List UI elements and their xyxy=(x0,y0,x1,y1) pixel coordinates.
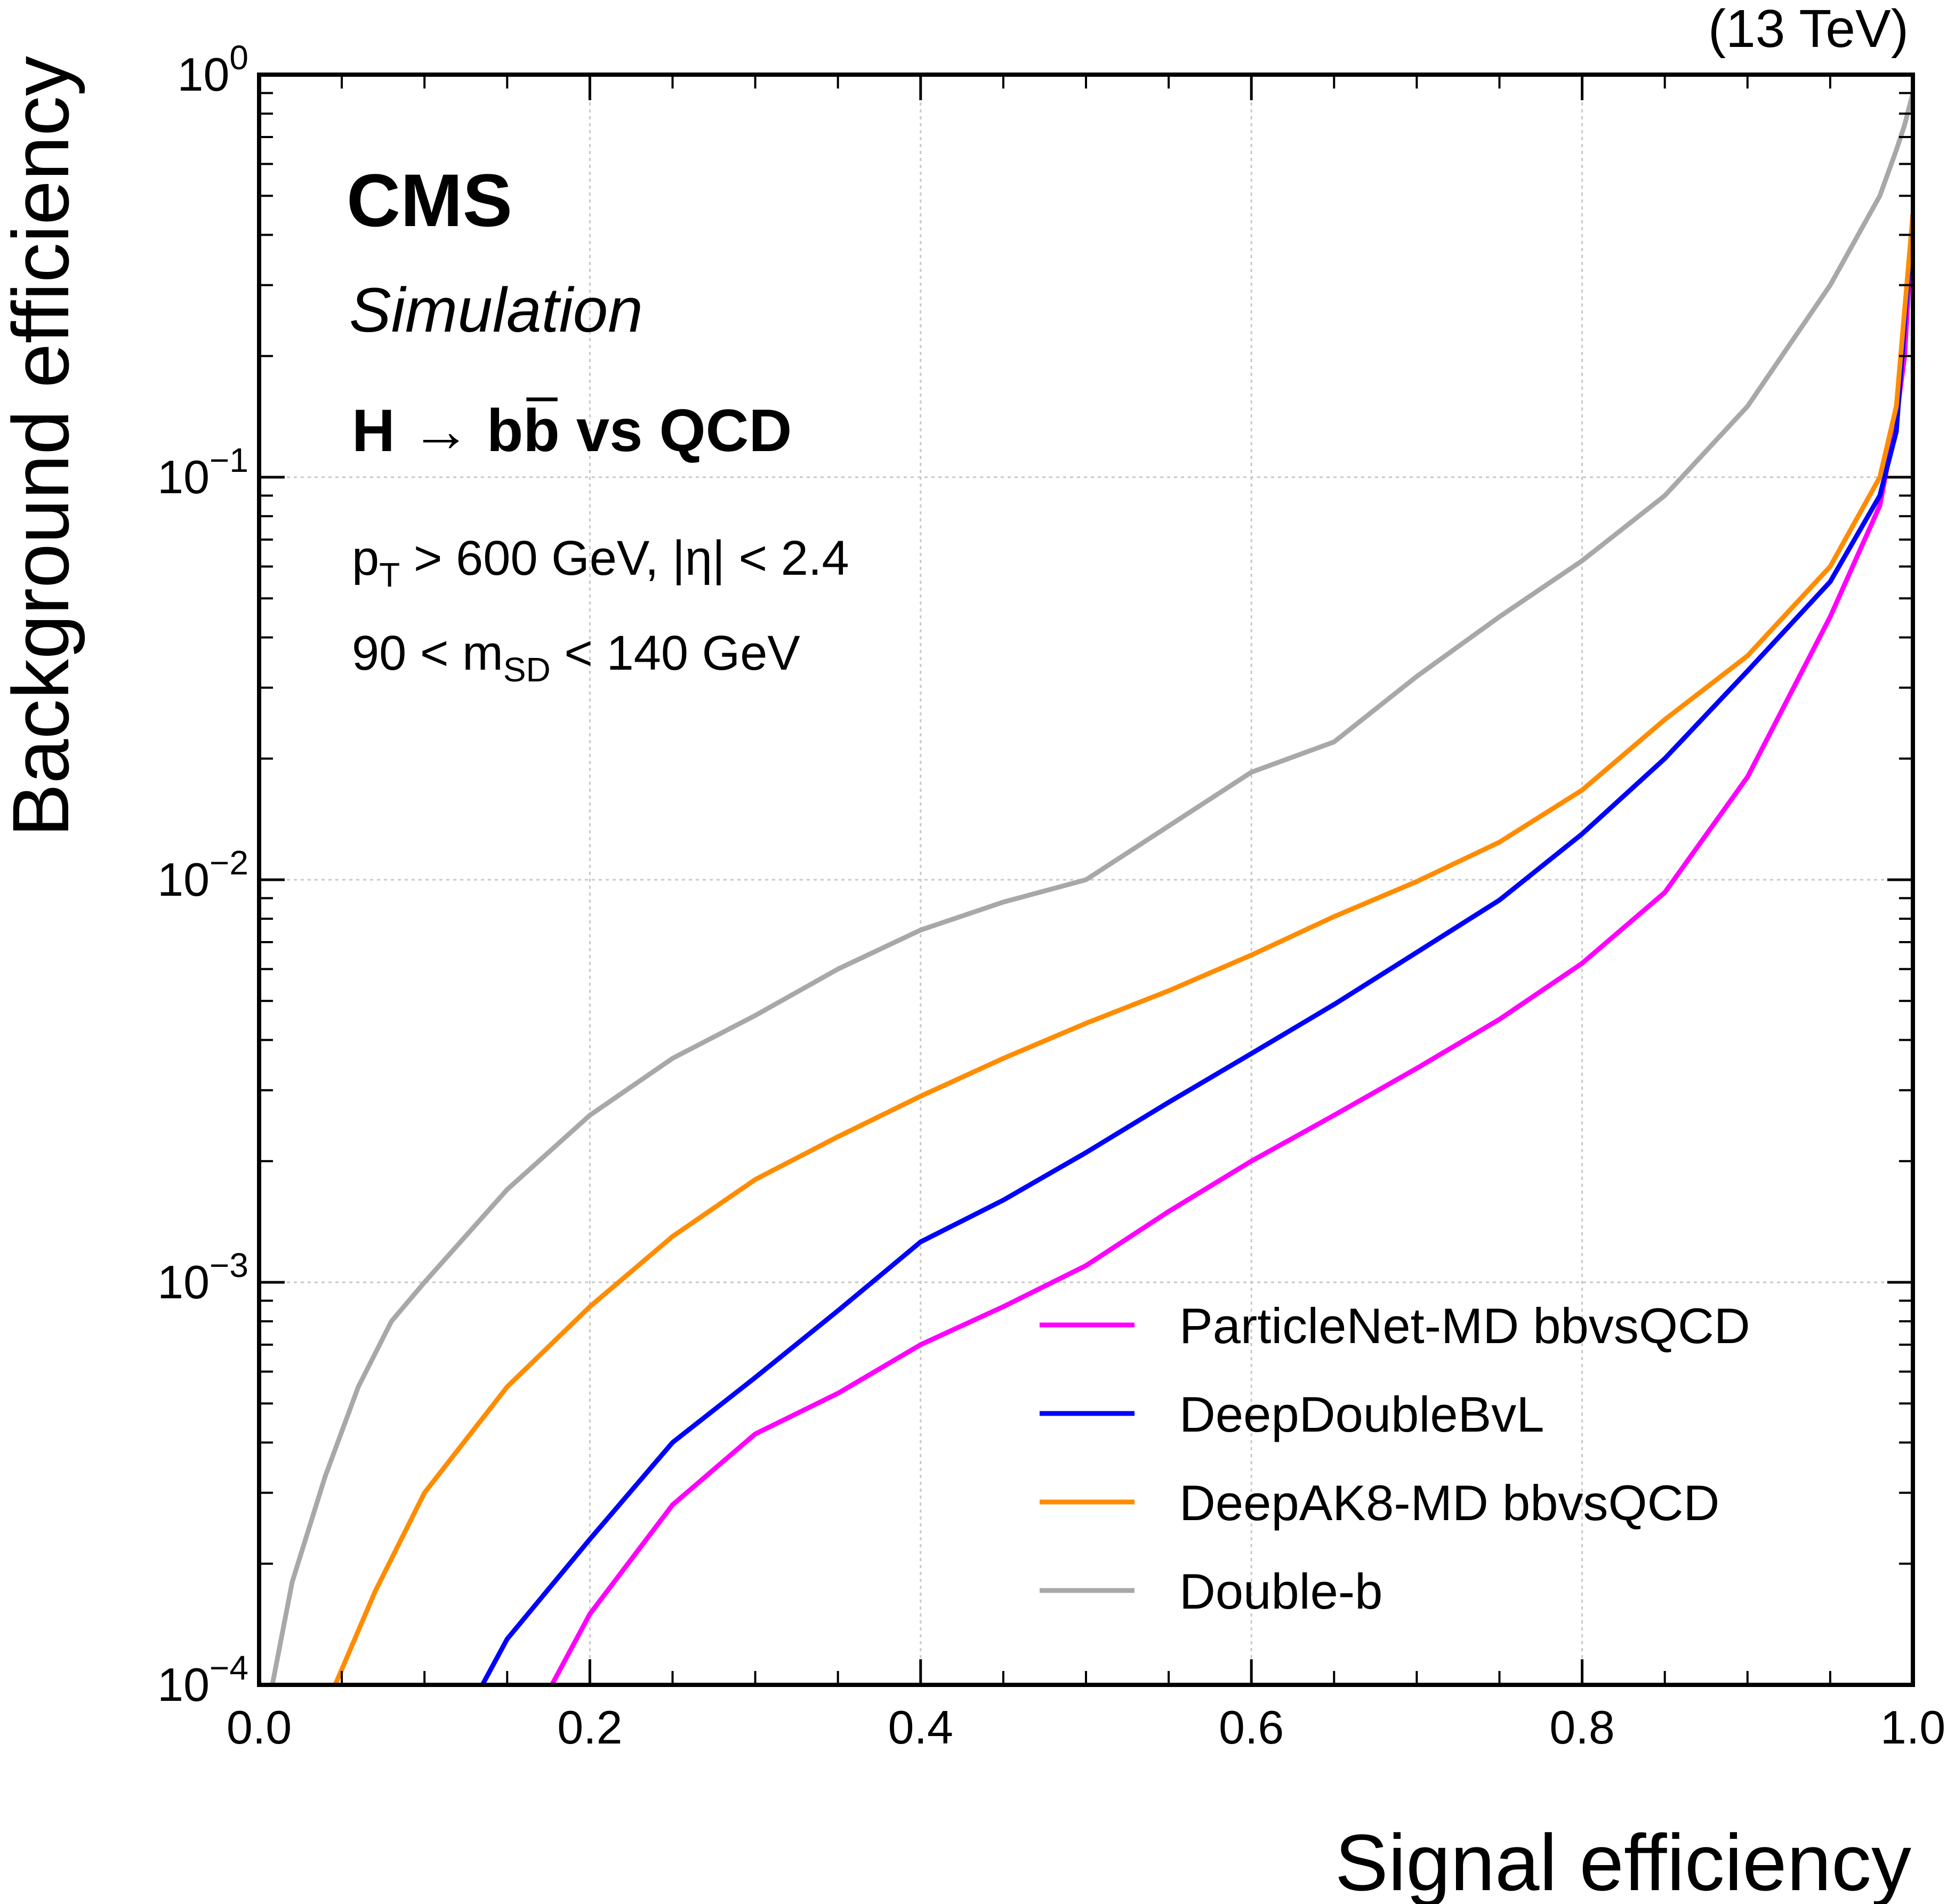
process-arrow: → xyxy=(411,397,471,464)
cut-msd-post: < 140 GeV xyxy=(551,626,800,680)
y-tick-label: 10−3 xyxy=(157,1246,248,1308)
plot-frame xyxy=(257,73,1915,1687)
experiment-label: CMS xyxy=(347,158,512,242)
y-tick-exponent: −3 xyxy=(210,1246,248,1284)
y-tick-base: 10 xyxy=(178,48,230,101)
x-tick-label: 1.0 xyxy=(1880,1701,1945,1754)
x-tick-label: 0.0 xyxy=(227,1701,292,1754)
energy-label: (13 TeV) xyxy=(1708,0,1909,59)
cut-msd-sub: SD xyxy=(503,650,551,689)
cut-line-2: 90 < mSD < 140 GeV xyxy=(352,626,800,689)
y-tick-exponent: −1 xyxy=(210,441,248,479)
y-tick-base: 10 xyxy=(157,451,210,503)
legend-label: DeepDoubleBvL xyxy=(1179,1386,1544,1442)
cut-pt: p xyxy=(352,531,379,585)
y-tick-exponent: −2 xyxy=(210,843,248,882)
y-tick-exponent: −4 xyxy=(210,1649,248,1687)
series-lines xyxy=(270,92,1913,1685)
y-tick-label: 100 xyxy=(178,38,248,101)
legend-label: ParticleNet-MD bbvsQCD xyxy=(1179,1298,1750,1354)
cut-pt-text: > 600 GeV, |η| < 2.4 xyxy=(400,531,849,585)
process-b: b xyxy=(487,397,523,464)
process-rest: vs QCD xyxy=(560,397,792,464)
y-tick-base: 10 xyxy=(157,853,210,906)
process-bbar: b xyxy=(523,397,559,464)
x-tick-label: 0.6 xyxy=(1219,1701,1284,1754)
y-tick-label: 10−2 xyxy=(157,843,248,906)
cut-pt-sub: T xyxy=(379,556,400,594)
series-line-1 xyxy=(480,214,1913,1685)
legend: ParticleNet-MD bbvsQCD DeepDoubleBvL DeepA… xyxy=(1040,1298,1750,1619)
y-tick-exponent: 0 xyxy=(229,38,248,77)
y-tick-label: 10−4 xyxy=(157,1649,248,1711)
x-tick-label: 0.4 xyxy=(888,1701,953,1754)
x-axis-title: Signal efficiency xyxy=(1335,1818,1911,1904)
series-line-2 xyxy=(333,214,1913,1685)
y-axis-title: Background efficiency xyxy=(0,56,85,837)
y-tick-base: 10 xyxy=(157,1256,210,1308)
x-tick-label: 0.2 xyxy=(557,1701,622,1754)
cut-msd-pre: 90 < m xyxy=(352,626,503,680)
legend-label: Double-b xyxy=(1179,1563,1382,1619)
legend-label: DeepAK8-MD bbvsQCD xyxy=(1179,1475,1719,1531)
y-tick-label: 10−1 xyxy=(157,441,248,503)
series-line-3 xyxy=(270,92,1913,1685)
y-tick-base: 10 xyxy=(157,1658,210,1711)
process-higgs: H xyxy=(352,397,395,464)
series-line-0 xyxy=(550,214,1913,1685)
process-label: H → bb vs QCD xyxy=(352,397,792,464)
x-tick-label: 0.8 xyxy=(1549,1701,1614,1754)
axis-ticks xyxy=(258,73,1914,1686)
simulation-label: Simulation xyxy=(349,275,643,346)
cut-line-1: pT > 600 GeV, |η| < 2.4 xyxy=(352,531,849,594)
